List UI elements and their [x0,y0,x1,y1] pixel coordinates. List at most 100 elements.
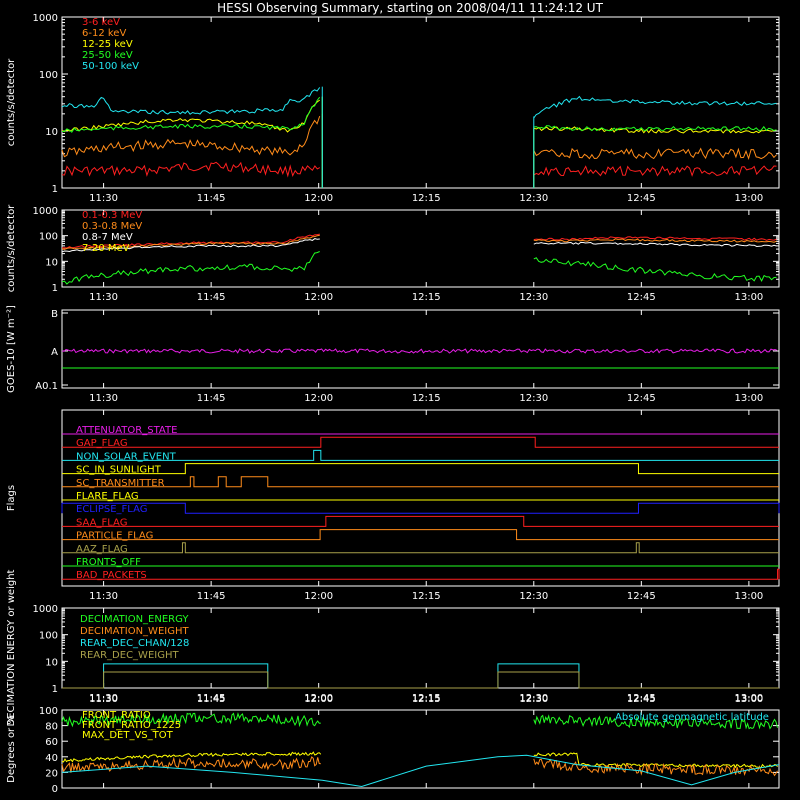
geo-frame [61,709,780,789]
flag-label: BAD_PACKETS [76,570,147,581]
flag-label: ATTENUATOR_STATE [76,425,177,436]
flag-trace [62,463,779,475]
time-tick-label: 12:00 [304,193,333,204]
time-tick-label: 12:00 [304,694,333,705]
dec-ytick-label: 1000 [33,604,58,615]
geo-legend-item: Absolute geomagnetic latitude [615,712,769,723]
time-tick-label: 13:00 [734,591,763,602]
flag-trace [62,568,780,580]
dec-ytick-label: 1 [52,684,58,695]
time-tick-label: 11:30 [89,693,118,704]
high-ytick-label: 1 [52,283,58,294]
low-ytick-label: 100 [39,70,58,81]
time-tick-label: 13:00 [734,393,763,404]
flags-ylabel: Flags [6,485,17,511]
time-tick-label: 12:00 [304,591,333,602]
flag-label: PARTICLE_FLAG [76,531,153,542]
dec-legend-item: REAR_DEC_CHAN/128 [80,638,189,649]
high-energy-series-line [61,238,320,253]
geo-series-line [533,752,778,769]
time-tick-label: 12:45 [627,193,656,204]
high-ylabel: counts/s/detector [6,204,17,292]
high-energy-series-line [61,234,320,250]
goes-ylabel: GOES-10 [W m⁻²] [6,305,17,393]
time-tick-label: 12:30 [519,193,548,204]
dec-legend-item: DECIMATION_ENERGY [80,614,189,625]
flag-trace [61,502,780,514]
time-tick-label: 12:30 [519,694,548,705]
dec-ytick-label: 10 [45,657,58,668]
geo-legend-item: FRONT_RATIO_1225 [82,720,181,731]
time-tick-label: 11:30 [89,694,118,705]
low-energy-series-line [533,147,777,161]
geo-legend-item: FRONT_RATIO [82,710,151,721]
goes-series-line [61,348,778,354]
low-ylabel: counts/s/detector [6,58,17,146]
time-tick-label: 12:15 [412,591,441,602]
time-tick-label: 12:30 [519,693,548,704]
flags-frame [61,409,780,587]
time-tick-label: 12:45 [627,591,656,602]
geo-latitude-line [61,754,780,787]
low-energy-series-line [61,161,321,178]
high-ytick-label: 10 [45,257,58,268]
high-energy-legend-item: 0.3-0.8 MeV [82,221,142,232]
low-energy-legend-item: 3-6 keV [82,17,120,28]
flag-label: SAA_FLAG [76,517,127,528]
time-tick-label: 11:30 [89,393,118,404]
time-tick-label: 12:15 [412,193,441,204]
geo-ytick-label: 20 [45,768,58,779]
time-tick-label: 13:00 [734,292,763,303]
flag-trace [62,476,779,488]
low-energy-series-line [533,125,777,132]
time-tick-label: 12:15 [412,694,441,705]
low-ytick-label: 1 [52,184,58,195]
time-tick-label: 11:45 [197,292,226,303]
geo-series-line [533,714,778,730]
low-energy-series-line [61,99,320,133]
time-tick-label: 11:30 [89,292,118,303]
goes-frame [61,309,780,389]
geo-ytick-label: 40 [45,753,58,764]
time-tick-label: 13:00 [734,694,763,705]
goes-ytick-label: A [51,347,58,358]
time-tick-label: 12:30 [519,591,548,602]
flag-label: FRONTS_OFF [76,557,141,568]
dec-legend-item: REAR_DEC_WEIGHT [80,650,179,661]
time-tick-label: 12:15 [412,393,441,404]
flag-trace [62,515,779,527]
low-energy-series-line [533,126,777,134]
low-energy-series-line [61,87,321,115]
plot-layer: 11:30 11:45 12:00 12:15 12:30 12:45 13:00 count… [6,13,780,795]
time-tick-label: 11:30 [89,591,118,602]
high-energy-series-line [533,236,777,241]
flag-label: FLARE_FLAG [76,491,139,502]
high-ytick-label: 1000 [33,206,58,217]
low-ytick-label: 10 [45,127,58,138]
flag-label: SC_TRANSMITTER [76,478,165,489]
time-tick-label: 12:45 [627,694,656,705]
low-energy-series-line [533,165,777,177]
time-tick-label: 12:15 [412,693,441,704]
low-energy-series-line [61,96,321,133]
low-energy-series-line [533,95,777,119]
high-energy-series-line [533,241,777,248]
flag-trace [62,529,779,541]
flag-label: ECLIPSE_FLAG [76,504,147,515]
dec-series-line [62,663,779,689]
flag-label: GAP_FLAG [76,438,128,449]
time-tick-label: 12:00 [304,292,333,303]
dec-legend-item: DECIMATION_WEIGHT [80,626,189,637]
flag-label: NON_SOLAR_EVENT [76,451,177,462]
low-frame [61,16,780,189]
time-tick-label: 11:45 [197,193,226,204]
geo-legend-item: MAX_DET_VS_TOT [82,730,174,741]
low-energy-series-line [61,115,321,158]
goes-ytick-label: A0.1 [35,381,58,392]
flag-trace [62,449,779,461]
high-energy-series-line [533,257,777,283]
geo-series-line [61,756,321,773]
geo-ylabel: Degrees or % [6,715,17,783]
time-tick-label: 11:45 [197,393,226,404]
